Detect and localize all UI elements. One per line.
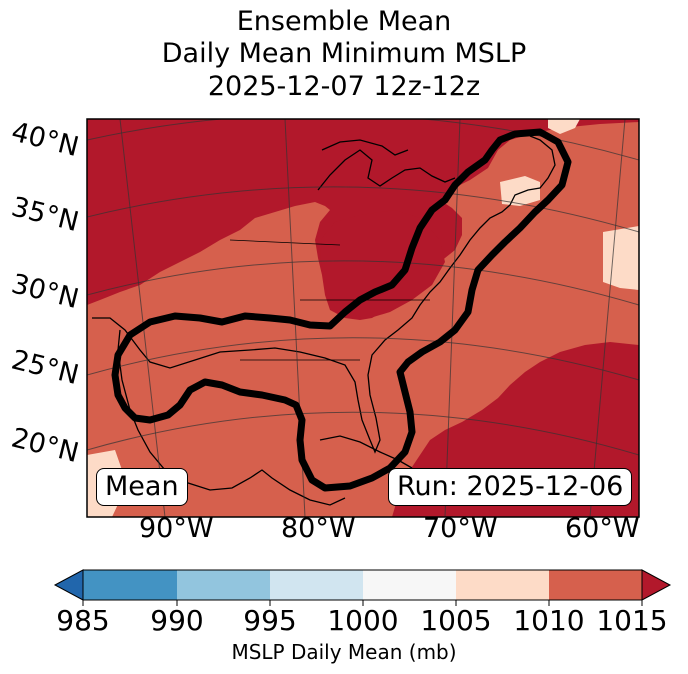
- colorbar-tick-990: 990: [150, 604, 204, 637]
- title-line-2: Daily Mean Minimum MSLP: [161, 38, 527, 69]
- colorbar-label: MSLP Daily Mean (mb): [231, 640, 457, 664]
- coastline: [92, 135, 556, 454]
- colorbar-bin-1000-1005: [363, 570, 456, 600]
- lon-label-60w: 60°W: [565, 513, 640, 544]
- pressure-field-1005-1010-north: [548, 119, 580, 134]
- colorbar-tick-985: 985: [56, 604, 110, 637]
- colorbar-extend-low: [53, 569, 84, 601]
- colorbar: [53, 569, 672, 606]
- pressure-field-1005-1010-maritimes: [500, 176, 540, 206]
- colorbar-bin-990-995: [177, 570, 270, 600]
- colorbar-tick-1000: 1000: [327, 604, 399, 637]
- pressure-field-1005-1010-atlantic: [603, 226, 639, 290]
- colorbar-tick-1015: 1015: [596, 604, 668, 637]
- mean-tag: Mean: [96, 468, 188, 506]
- mslp-1010-contour: [111, 128, 572, 492]
- colorbar-bin-985-990: [83, 570, 177, 600]
- colorbar-tick-1010: 1010: [513, 604, 585, 637]
- lon-label-80w: 80°W: [281, 513, 356, 544]
- colorbar-bin-1010-1015: [549, 570, 642, 600]
- colorbar-tick-1005: 1005: [420, 604, 492, 637]
- graticule-parallels: [87, 119, 639, 456]
- map-frame: [86, 118, 640, 518]
- colorbar-bin-995-1000: [270, 570, 363, 600]
- lon-label-70w: 70°W: [423, 513, 498, 544]
- colorbar-extend-high: [641, 569, 672, 601]
- colorbar-bin-1005-1010: [456, 570, 549, 600]
- lon-label-90w: 90°W: [139, 513, 214, 544]
- great-lakes: [317, 139, 456, 191]
- run-date-tag: Run: 2025-12-06: [388, 468, 633, 506]
- title-line-1: Ensemble Mean: [236, 6, 452, 37]
- pressure-field-1010-1015: [87, 122, 639, 517]
- colorbar-ticks: [82, 600, 643, 606]
- title-line-3: 2025-12-07 12z-12z: [207, 71, 481, 102]
- coastline-mexico: [117, 329, 346, 506]
- colorbar-tick-995: 995: [243, 604, 297, 637]
